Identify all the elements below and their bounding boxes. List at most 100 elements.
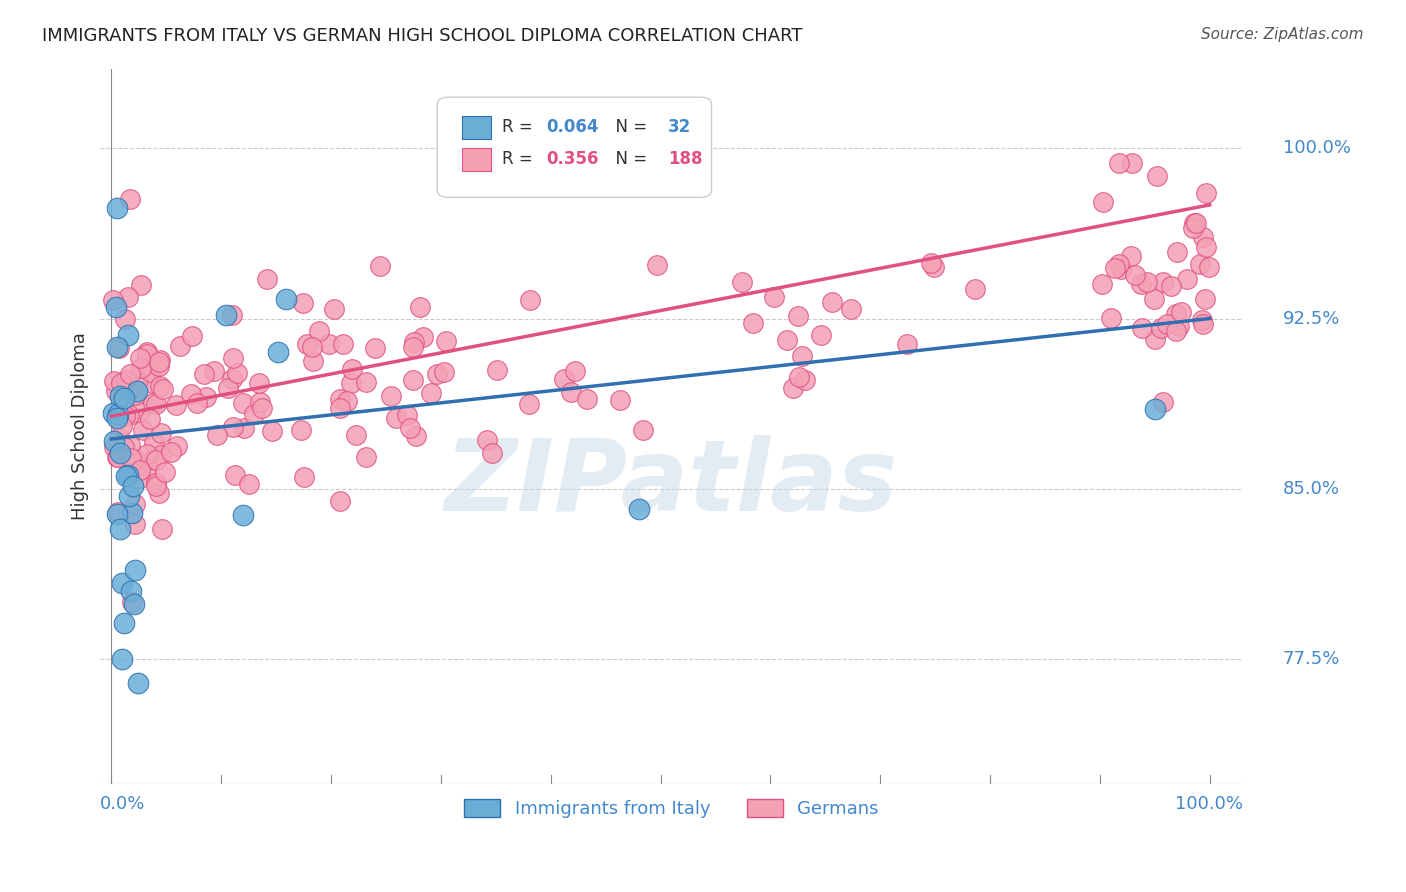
Point	[224, 468, 246, 483]
Point	[103, 434, 125, 448]
Point	[124, 563, 146, 577]
Point	[1152, 395, 1174, 409]
Point	[121, 595, 143, 609]
Point	[169, 338, 191, 352]
Point	[1166, 324, 1188, 338]
Text: N =: N =	[605, 119, 652, 136]
Point	[135, 462, 157, 476]
Point	[195, 390, 218, 404]
Point	[1191, 313, 1213, 327]
Point	[217, 381, 239, 395]
Point	[148, 359, 170, 373]
Point	[627, 502, 650, 516]
Point	[149, 353, 172, 368]
Point	[329, 494, 352, 508]
Point	[127, 384, 149, 398]
Point	[120, 382, 142, 396]
Point	[129, 462, 152, 476]
Point	[1108, 257, 1130, 271]
Point	[1175, 272, 1198, 286]
Point	[1150, 320, 1173, 334]
Point	[1168, 319, 1191, 334]
Point	[965, 282, 987, 296]
Point	[1198, 260, 1220, 274]
Point	[103, 375, 125, 389]
Point	[108, 341, 131, 355]
Point	[645, 258, 668, 272]
Point	[340, 376, 363, 390]
Point	[105, 450, 128, 464]
Point	[575, 392, 598, 406]
Point	[118, 408, 141, 422]
Point	[215, 309, 238, 323]
Point	[1185, 216, 1208, 230]
Point	[342, 361, 364, 376]
Point	[112, 616, 135, 631]
Point	[517, 397, 540, 411]
Point	[318, 336, 340, 351]
Point	[787, 369, 810, 384]
Point	[127, 675, 149, 690]
Point	[398, 420, 420, 434]
Point	[114, 391, 136, 405]
Point	[145, 397, 167, 411]
Point	[117, 328, 139, 343]
Point	[896, 337, 918, 351]
Point	[336, 394, 359, 409]
Point	[434, 334, 457, 348]
Point	[1146, 169, 1168, 183]
Point	[1160, 279, 1182, 293]
Point	[129, 351, 152, 366]
Point	[401, 340, 423, 354]
Point	[292, 470, 315, 484]
Point	[553, 372, 575, 386]
Point	[401, 373, 423, 387]
Point	[1166, 244, 1188, 259]
Point	[139, 366, 162, 380]
Point	[1129, 277, 1152, 291]
Point	[409, 300, 432, 314]
Point	[115, 469, 138, 483]
Point	[105, 340, 128, 354]
Point	[1194, 292, 1216, 306]
Point	[329, 392, 352, 406]
Point	[1156, 317, 1178, 331]
Text: 85.0%: 85.0%	[1282, 480, 1340, 498]
Point	[731, 275, 754, 289]
Point	[121, 506, 143, 520]
Point	[329, 401, 352, 415]
Point	[101, 406, 124, 420]
Point	[180, 329, 202, 343]
Point	[117, 489, 139, 503]
Point	[1121, 156, 1143, 170]
Point	[1136, 275, 1159, 289]
Point	[145, 476, 167, 491]
Point	[266, 345, 288, 359]
Point	[114, 311, 136, 326]
Point	[153, 465, 176, 479]
Point	[485, 363, 508, 377]
Point	[302, 353, 325, 368]
Point	[1152, 276, 1174, 290]
Point	[135, 447, 157, 461]
Point	[1195, 186, 1218, 201]
Point	[256, 272, 278, 286]
Point	[1182, 216, 1205, 230]
Point	[124, 452, 146, 467]
Point	[1143, 402, 1166, 417]
Point	[145, 479, 167, 493]
Point	[1170, 304, 1192, 318]
Point	[776, 333, 799, 347]
Point	[145, 453, 167, 467]
Point	[193, 367, 215, 381]
Point	[419, 385, 441, 400]
Point	[1119, 249, 1142, 263]
Point	[124, 497, 146, 511]
Point	[291, 295, 314, 310]
Point	[1144, 332, 1167, 346]
Point	[114, 409, 136, 424]
Point	[129, 278, 152, 293]
Point	[107, 504, 129, 518]
Point	[354, 375, 377, 389]
Point	[243, 407, 266, 421]
